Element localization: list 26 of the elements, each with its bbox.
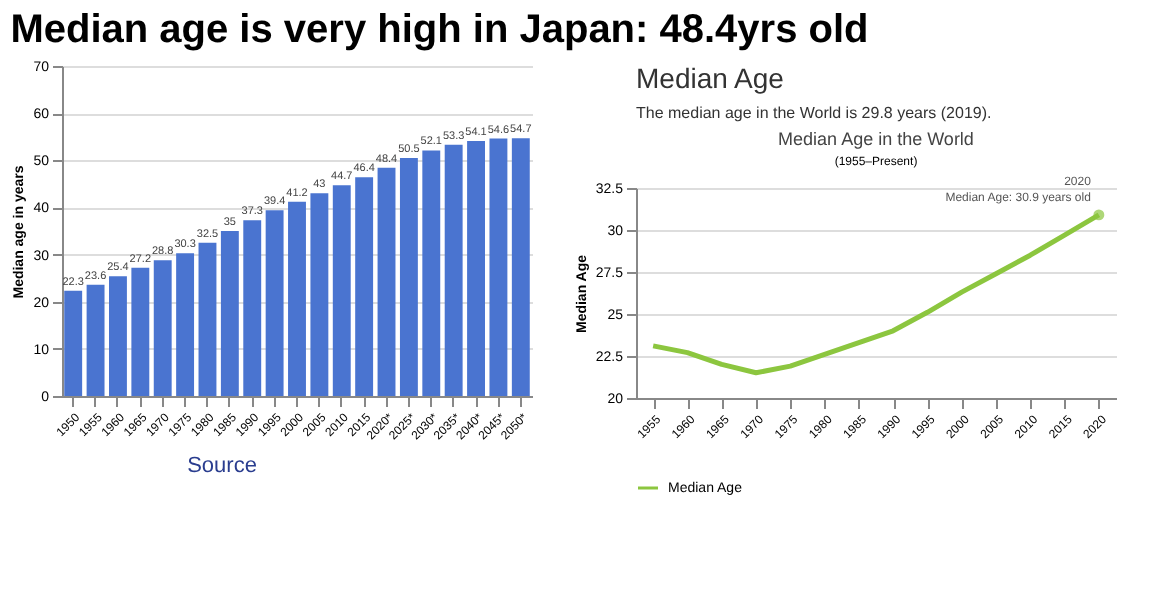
bar <box>153 260 172 396</box>
bar <box>243 220 262 396</box>
bar <box>355 177 374 396</box>
bar <box>310 193 329 396</box>
bar <box>377 167 396 396</box>
bar <box>64 290 83 396</box>
bar <box>109 276 127 396</box>
text: Median Age <box>636 62 785 94</box>
bar <box>288 201 306 396</box>
bar <box>176 253 195 396</box>
bar <box>399 157 418 396</box>
text: Source <box>187 454 257 478</box>
bar <box>489 138 508 396</box>
bar <box>422 150 441 396</box>
bar <box>220 231 239 396</box>
text: The median age in the World is 29.8 years (2019). <box>636 104 992 122</box>
chart-title: Median age is very high in Japan: 48.4yrs old <box>10 8 869 52</box>
chart-title: Median Age in the World <box>778 128 974 149</box>
bar <box>198 242 217 396</box>
bar <box>332 185 351 396</box>
bar <box>265 210 284 396</box>
bar <box>86 284 105 396</box>
bar <box>131 267 150 396</box>
bar <box>511 138 530 396</box>
bar <box>467 140 485 396</box>
bar <box>444 144 463 396</box>
